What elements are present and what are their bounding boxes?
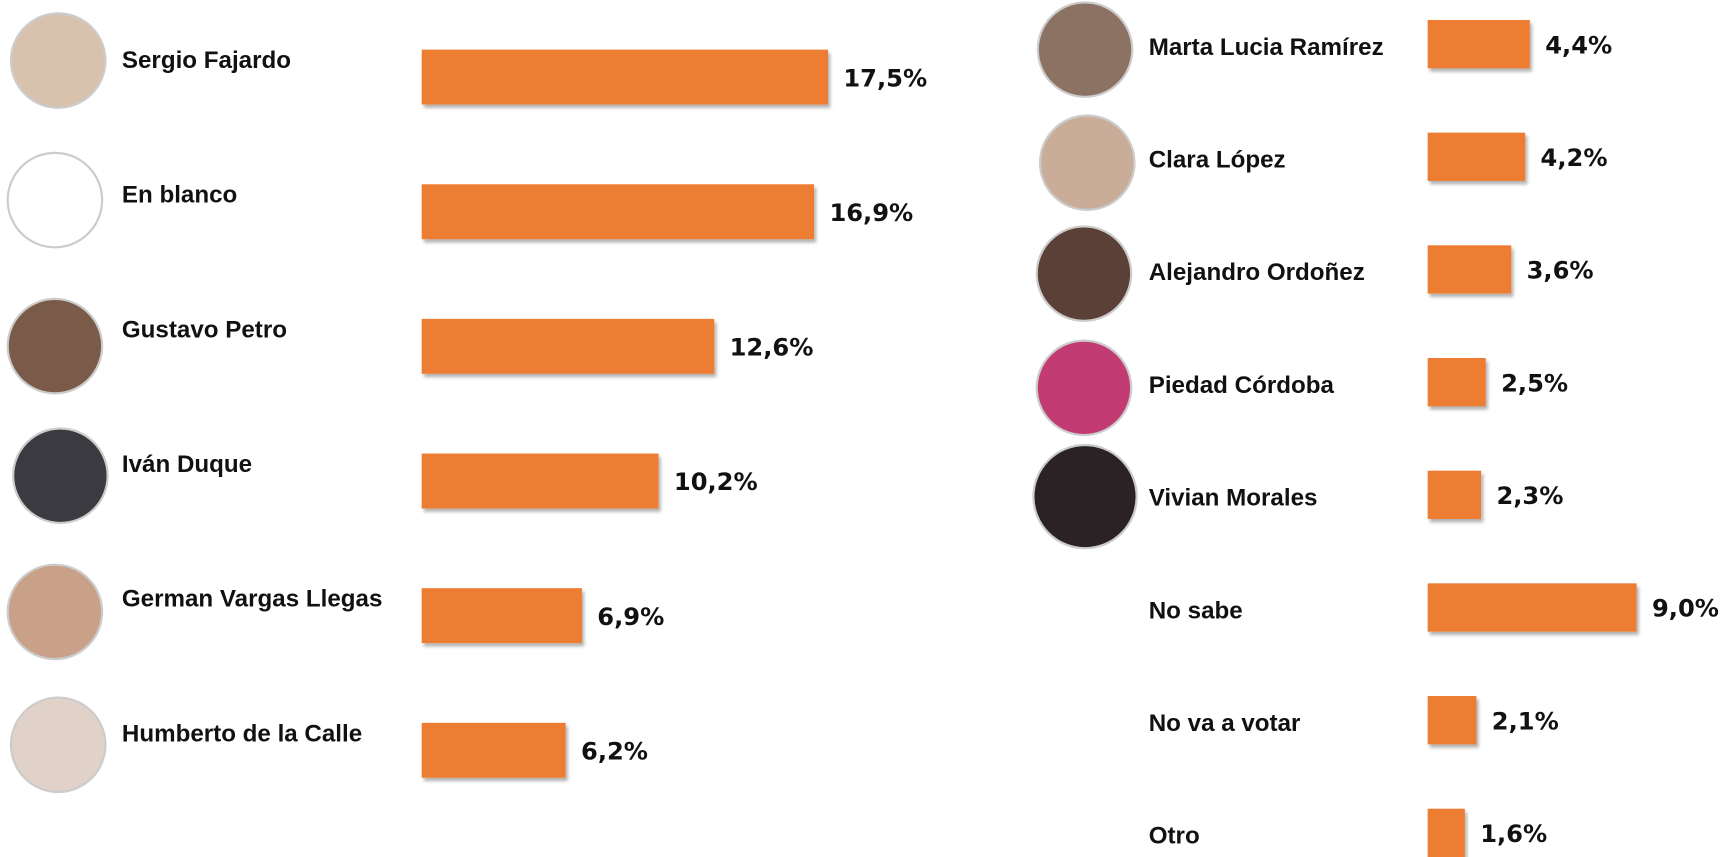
category-label: No va a votar <box>1149 710 1301 737</box>
bar <box>1427 583 1637 632</box>
bar <box>1427 357 1486 407</box>
bar <box>421 722 566 778</box>
category-label: Gustavo Petro <box>122 316 287 343</box>
photo <box>1038 114 1136 212</box>
category-label: Otro <box>1149 823 1200 850</box>
photo <box>1032 443 1138 550</box>
value-label: 4,2% <box>1541 144 1608 172</box>
photo <box>6 151 104 249</box>
photo <box>12 427 109 525</box>
value-label: 1,6% <box>1480 820 1547 848</box>
category-label: Clara López <box>1149 147 1286 174</box>
value-label: 2,1% <box>1492 707 1559 735</box>
bar <box>421 588 582 644</box>
bar <box>1427 245 1512 294</box>
bar <box>421 453 659 509</box>
value-label: 4,4% <box>1545 31 1612 59</box>
value-label: 6,2% <box>581 737 648 765</box>
value-label: 10,2% <box>674 468 758 496</box>
value-label: 2,5% <box>1501 369 1568 397</box>
category-label: Marta Lucia Ramírez <box>1149 34 1384 61</box>
category-label: Humberto de la Calle <box>122 720 362 747</box>
bar <box>1427 19 1530 69</box>
value-label: 9,0% <box>1652 595 1719 623</box>
bar <box>421 318 715 374</box>
value-label: 2,3% <box>1496 482 1563 510</box>
bar <box>1427 696 1477 745</box>
category-label: Vivian Morales <box>1149 485 1318 512</box>
value-label: 3,6% <box>1527 257 1594 285</box>
category-label: Iván Duque <box>122 451 252 478</box>
category-label: No sabe <box>1149 597 1243 624</box>
value-label: 17,5% <box>843 64 927 92</box>
category-label: Piedad Córdoba <box>1149 372 1335 399</box>
photo <box>9 696 107 794</box>
value-label: 6,9% <box>597 603 664 631</box>
value-label: 16,9% <box>829 199 913 227</box>
photo <box>9 12 107 109</box>
bar <box>1427 132 1526 181</box>
photo <box>6 563 104 661</box>
bar <box>421 184 815 240</box>
photo <box>1036 1 1134 98</box>
photo <box>1035 225 1133 322</box>
photos <box>6 1 1138 794</box>
photo <box>6 297 104 395</box>
bar <box>421 49 828 105</box>
bar <box>1427 808 1465 857</box>
category-label: Sergio Fajardo <box>122 47 291 74</box>
category-label: Alejandro Ordoñez <box>1149 259 1365 286</box>
bar <box>1427 470 1482 519</box>
category-label: German Vargas Llegas <box>122 586 382 613</box>
photo <box>1035 339 1133 437</box>
value-label: 12,6% <box>730 334 814 362</box>
category-label: En blanco <box>122 182 237 209</box>
